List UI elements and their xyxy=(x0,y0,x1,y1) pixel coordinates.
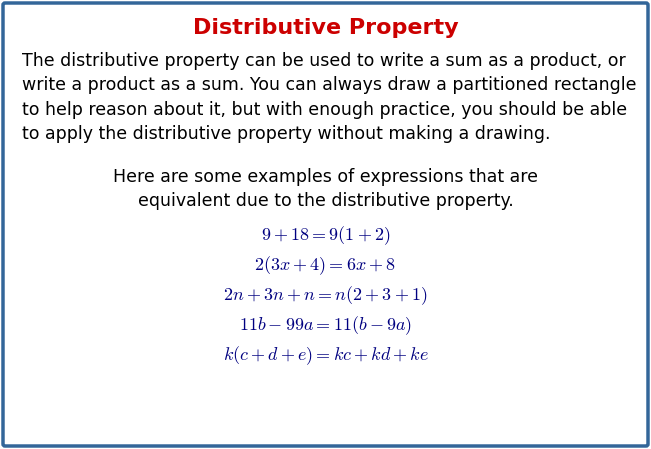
Text: to help reason about it, but with enough practice, you should be able: to help reason about it, but with enough… xyxy=(22,101,627,119)
Text: $2n+3n+n=n(2+3+1)$: $2n+3n+n=n(2+3+1)$ xyxy=(223,285,428,307)
Text: The distributive property can be used to write a sum as a product, or: The distributive property can be used to… xyxy=(22,52,626,70)
FancyBboxPatch shape xyxy=(3,3,648,446)
Text: $11b-99a=11(b-9a)$: $11b-99a=11(b-9a)$ xyxy=(239,314,412,337)
Text: Distributive Property: Distributive Property xyxy=(193,18,458,38)
Text: $k(c+d+e)=kc+kd+ke$: $k(c+d+e)=kc+kd+ke$ xyxy=(223,344,428,367)
Text: Here are some examples of expressions that are: Here are some examples of expressions th… xyxy=(113,168,538,186)
Text: to apply the distributive property without making a drawing.: to apply the distributive property witho… xyxy=(22,126,551,144)
Text: $9+18=9(1+2)$: $9+18=9(1+2)$ xyxy=(261,224,390,247)
Text: equivalent due to the distributive property.: equivalent due to the distributive prope… xyxy=(137,193,514,211)
Text: $2(3x+4)=6x+8$: $2(3x+4)=6x+8$ xyxy=(255,255,396,277)
Text: write a product as a sum. You can always draw a partitioned rectangle: write a product as a sum. You can always… xyxy=(22,76,637,94)
